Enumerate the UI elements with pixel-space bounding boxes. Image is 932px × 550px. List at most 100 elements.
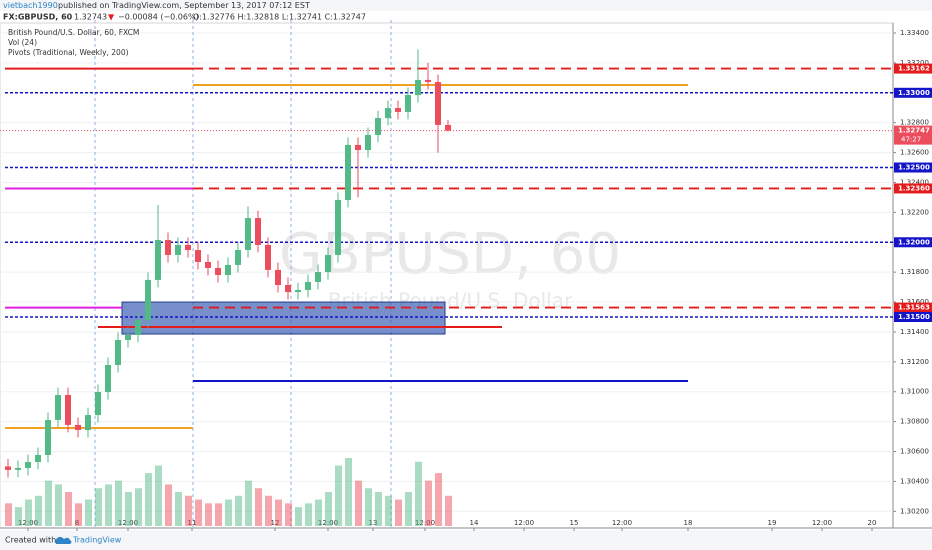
y-tick-label: 1.30600	[900, 448, 929, 456]
volume-bar	[5, 503, 12, 526]
pivot-label-bg	[894, 311, 932, 322]
candle-body	[15, 467, 21, 470]
volume-bar	[115, 480, 122, 526]
volume-bar	[225, 499, 232, 526]
x-tick-label: 20	[868, 519, 877, 527]
volume-bar	[165, 484, 172, 526]
pivot-label-bg	[894, 302, 932, 313]
candle-body	[435, 82, 441, 125]
candle-body	[345, 144, 351, 200]
candle-body	[215, 267, 221, 275]
y-tick-label: 1.30200	[900, 507, 929, 515]
candle-body	[5, 466, 11, 470]
candle-body	[75, 424, 81, 430]
footer-bar	[0, 530, 932, 550]
volume-bar	[425, 480, 432, 526]
candle-body	[445, 124, 451, 131]
x-tick-label: 12:00	[612, 519, 632, 527]
volume-bar	[375, 492, 382, 526]
volume-bar	[25, 499, 32, 526]
candle-body	[365, 134, 371, 151]
candle-body	[295, 289, 301, 293]
volume-bar	[445, 495, 452, 526]
candle-body	[325, 254, 331, 273]
candle-body	[185, 244, 191, 251]
pivot-label: 1.32000	[898, 238, 930, 246]
volume-bar	[295, 507, 302, 526]
candle-body	[115, 340, 121, 365]
x-tick-label: 18	[684, 519, 693, 527]
countdown: 47:27	[901, 136, 921, 144]
volume-bar	[255, 488, 262, 526]
candle-body	[335, 199, 341, 255]
volume-bar	[175, 492, 182, 526]
volume-bar	[215, 503, 222, 526]
volume-bar	[365, 488, 372, 526]
candle-body	[355, 144, 361, 151]
candle-body	[195, 250, 201, 262]
legend-entry: Pivots (Traditional, Weekly, 200)	[8, 48, 129, 57]
volume-bar	[315, 499, 322, 526]
x-tick-label: 12:00	[514, 519, 534, 527]
publish-info: published on TradingView.com, September …	[58, 1, 310, 10]
volume-bar	[85, 499, 92, 526]
tv-logo	[55, 536, 72, 544]
y-tick-label: 1.31200	[900, 358, 929, 366]
pivot-label-bg	[894, 63, 932, 74]
candle-body	[155, 240, 161, 280]
y-tick-label: 1.31000	[900, 388, 929, 396]
pivot-label-bg	[894, 183, 932, 194]
candle-body	[205, 261, 211, 268]
pivot-label: 1.33000	[898, 89, 930, 97]
candle-body	[315, 272, 321, 283]
pivot-label: 1.31500	[898, 313, 930, 321]
volume-bar	[205, 503, 212, 526]
y-tick-label: 1.30800	[900, 418, 929, 426]
volume-bar	[275, 499, 282, 526]
y-tick-label: 1.32800	[900, 119, 929, 127]
candle-body	[145, 279, 151, 320]
y-tick-label: 1.32400	[900, 178, 929, 186]
volume-bar	[305, 503, 312, 526]
ohlc: O:1.32776 H:1.32818 L:1.32741 C:1.32747	[193, 13, 366, 22]
candle-body	[85, 415, 91, 430]
watermark: GBPUSD, 60	[279, 222, 621, 287]
volume-bar	[55, 484, 62, 526]
pivot-label-bg	[894, 237, 932, 248]
volume-bar	[385, 495, 392, 526]
volume-bar	[125, 492, 132, 526]
publish-bar	[0, 0, 932, 11]
price-label-bg	[894, 125, 932, 145]
legend-entry: Vol (24)	[8, 38, 37, 47]
candle-body	[305, 282, 311, 290]
volume-bar	[395, 499, 402, 526]
x-tick-label: 13	[369, 519, 378, 527]
change: −0.00084 (−0.06%)	[118, 13, 199, 22]
volume-bar	[355, 480, 362, 526]
y-tick-label: 1.32200	[900, 208, 929, 216]
volume-bar	[345, 458, 352, 526]
candle-body	[245, 218, 251, 251]
candle-body	[395, 108, 401, 112]
symbol: FX:GBPUSD, 60	[3, 13, 73, 22]
pivot-label: 1.32360	[898, 184, 930, 192]
footer-created: Created with	[5, 536, 56, 545]
user-link[interactable]: vietbach1990	[3, 1, 58, 10]
pivot-label-bg	[894, 162, 932, 173]
candle-body	[405, 95, 411, 112]
candle-body	[275, 269, 281, 286]
x-tick-label: 19	[768, 519, 777, 527]
y-tick-label: 1.32600	[900, 149, 929, 157]
volume-bar	[155, 465, 162, 526]
change-arrow: ▼	[108, 13, 115, 22]
price-label: 1.32747	[898, 127, 930, 135]
volume-bar	[265, 495, 272, 526]
footer-brand[interactable]: TradingView	[72, 536, 122, 545]
pivot-label: 1.31563	[898, 304, 930, 312]
candle-body	[25, 461, 31, 468]
candle-body	[95, 392, 101, 416]
pivot-label-bg	[894, 87, 932, 98]
volume-bar	[105, 484, 112, 526]
volume-bar	[235, 495, 242, 526]
volume-bar	[435, 473, 442, 526]
